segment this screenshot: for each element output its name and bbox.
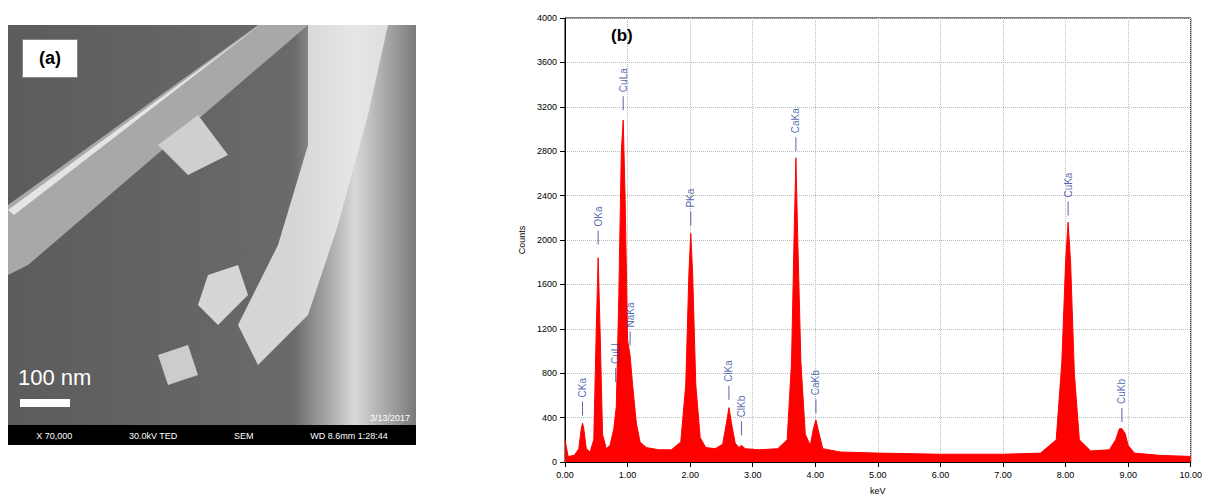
svg-text:1.00: 1.00 [619,470,637,480]
svg-text:CuLl: CuLl [610,344,621,365]
svg-text:CaKb: CaKb [810,370,821,395]
html-text:100 nm: 100 nm [18,365,92,390]
svg-text:CuLa: CuLa [618,68,629,92]
html-text:30.0kV TED: 30.0kV TED [129,431,178,441]
svg-text:3.00: 3.00 [744,470,762,480]
svg-text:ClKb: ClKb [736,395,747,417]
svg-text:5.00: 5.00 [869,470,887,480]
svg-text:CuKa: CuKa [1063,172,1074,197]
svg-text:CaKa: CaKa [790,108,801,133]
svg-text:PKa: PKa [685,188,696,207]
svg-text:3600: 3600 [537,57,557,67]
svg-text:0: 0 [552,457,557,467]
html-text:3/13/2017: 3/13/2017 [370,413,410,423]
svg-text:10.00: 10.00 [1179,470,1202,480]
svg-text:800: 800 [542,368,557,378]
svg-text:CuKb: CuKb [1116,379,1127,404]
html-text:SEM: SEM [234,431,254,441]
svg-text:2.00: 2.00 [681,470,699,480]
svg-text:NaKa: NaKa [625,302,636,327]
svg-text:keV: keV [870,486,886,496]
html-text:WD 8.6mm 1:28:44: WD 8.6mm 1:28:44 [310,431,388,441]
svg-text:1200: 1200 [537,324,557,334]
svg-text:Counts: Counts [517,225,527,254]
svg-text:4000: 4000 [537,13,557,23]
svg-text:2000: 2000 [537,235,557,245]
svg-text:400: 400 [542,413,557,423]
svg-text:CKa: CKa [577,377,588,397]
svg-text:1600: 1600 [537,279,557,289]
svg-text:ClKa: ClKa [723,360,734,382]
svg-text:4.00: 4.00 [807,470,825,480]
svg-text:2800: 2800 [537,146,557,156]
svg-text:7.00: 7.00 [994,470,1012,480]
html-text:(a): (a) [39,48,61,68]
svg-text:3200: 3200 [537,102,557,112]
svg-text:OKa: OKa [593,206,604,226]
svg-text:6.00: 6.00 [932,470,950,480]
svg-text:(b): (b) [611,26,633,45]
svg-text:2400: 2400 [537,191,557,201]
svg-text:8.00: 8.00 [1057,470,1075,480]
svg-text:9.00: 9.00 [1119,470,1137,480]
html-text:X 70,000: X 70,000 [36,431,73,441]
svg-text:0.00: 0.00 [556,470,574,480]
